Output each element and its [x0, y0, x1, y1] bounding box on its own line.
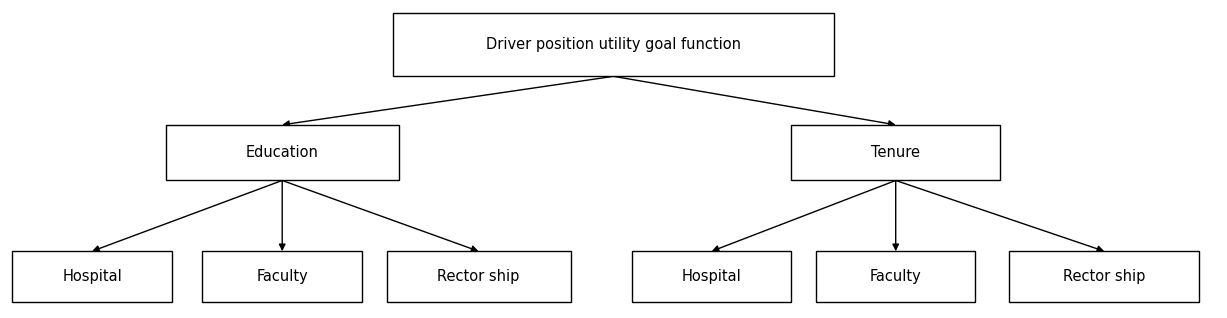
- Text: Tenure: Tenure: [871, 145, 920, 160]
- Text: Rector ship: Rector ship: [437, 269, 520, 284]
- FancyBboxPatch shape: [791, 125, 1000, 181]
- Text: Rector ship: Rector ship: [1063, 269, 1146, 284]
- Text: Hospital: Hospital: [63, 269, 121, 284]
- FancyBboxPatch shape: [12, 251, 172, 302]
- FancyBboxPatch shape: [632, 251, 791, 302]
- Text: Driver position utility goal function: Driver position utility goal function: [486, 37, 741, 52]
- Text: Faculty: Faculty: [870, 269, 921, 284]
- Text: Hospital: Hospital: [682, 269, 741, 284]
- Text: Faculty: Faculty: [256, 269, 308, 284]
- FancyBboxPatch shape: [393, 13, 834, 76]
- FancyBboxPatch shape: [387, 251, 571, 302]
- FancyBboxPatch shape: [1009, 251, 1200, 302]
- Text: Education: Education: [245, 145, 319, 160]
- FancyBboxPatch shape: [816, 251, 975, 302]
- FancyBboxPatch shape: [166, 125, 399, 181]
- FancyBboxPatch shape: [202, 251, 362, 302]
